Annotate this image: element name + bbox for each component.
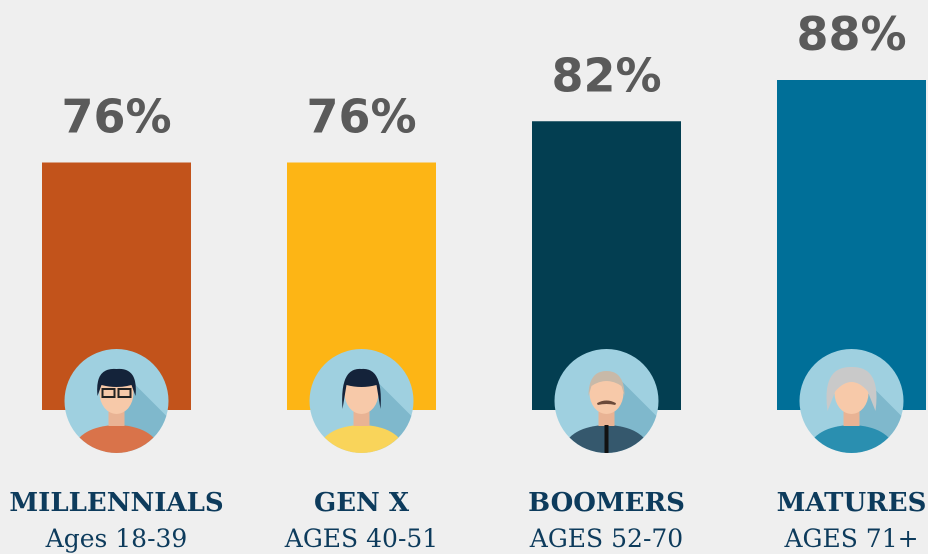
category-label: BOOMERS [528,488,685,518]
avatar-body [74,425,159,453]
avatar [799,349,904,453]
value-label: 88% [796,7,906,61]
avatar [64,349,169,453]
value-label: 82% [551,48,661,102]
category-subtitle: AGES 52-70 [529,524,683,553]
avatar-figure [74,368,169,453]
avatar-mustache [597,400,616,405]
category-subtitle: AGES 71+ [783,524,918,553]
avatar-figure [809,366,904,453]
category-label: GEN X [314,488,410,518]
avatar-hair [588,371,625,396]
category-subtitle: Ages 18-39 [45,524,188,553]
avatar-hair [826,366,877,411]
avatar-body [319,425,404,453]
avatar-hair [97,368,136,396]
avatar [309,349,414,453]
avatar-glasses [117,388,132,398]
avatar [554,349,659,453]
category-subtitle: AGES 40-51 [284,524,438,553]
category-label: MATURES [777,488,927,518]
avatar-figure [564,371,659,453]
category-label: MILLENNIALS [9,488,223,518]
value-label: 76% [61,90,171,144]
avatar-body [809,425,894,453]
avatar-hair [342,368,381,409]
value-label: 76% [306,90,416,144]
avatar-glasses [101,388,116,398]
avatar-figure [319,368,414,453]
avatar-tie [604,425,609,453]
